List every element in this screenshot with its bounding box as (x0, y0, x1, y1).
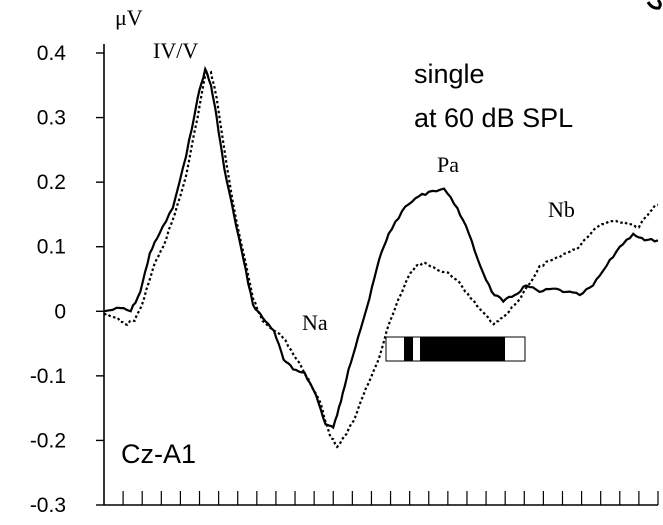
stimulus-bar-click (404, 337, 413, 361)
annotation-pa: Pa (437, 152, 459, 177)
y-tick-label: -0.3 (30, 494, 66, 517)
y-tick-label: 0.1 (37, 236, 66, 259)
annotation-na: Na (302, 310, 328, 335)
y-tick-label: -0.2 (30, 429, 66, 452)
condition-label-line2: at 60 dB SPL (414, 103, 573, 133)
y-tick-labels: 0.4 0.3 0.2 0.1 0 -0.1 -0.2 -0.3 (30, 42, 66, 517)
series-group (103, 65, 659, 449)
condition-label-line1: single (414, 59, 485, 89)
y-axis-unit-label: μV (115, 5, 143, 30)
series-line-solid (103, 65, 659, 430)
corner-mark (646, 0, 662, 10)
axes (96, 44, 659, 506)
annotation-nb: Nb (548, 197, 575, 222)
stimulus-bar-block (420, 337, 505, 361)
stimulus-bar (385, 336, 526, 362)
montage-label: Cz-A1 (121, 439, 196, 469)
y-tick-label: 0 (54, 300, 66, 323)
y-tick-label: 0.4 (37, 42, 67, 65)
series-line-dotted (103, 70, 659, 449)
annotation-iv-v: IV/V (153, 38, 198, 63)
y-tick-label: 0.2 (37, 171, 66, 194)
y-tick-label: -0.1 (30, 365, 66, 388)
y-tick-label: 0.3 (37, 107, 66, 130)
